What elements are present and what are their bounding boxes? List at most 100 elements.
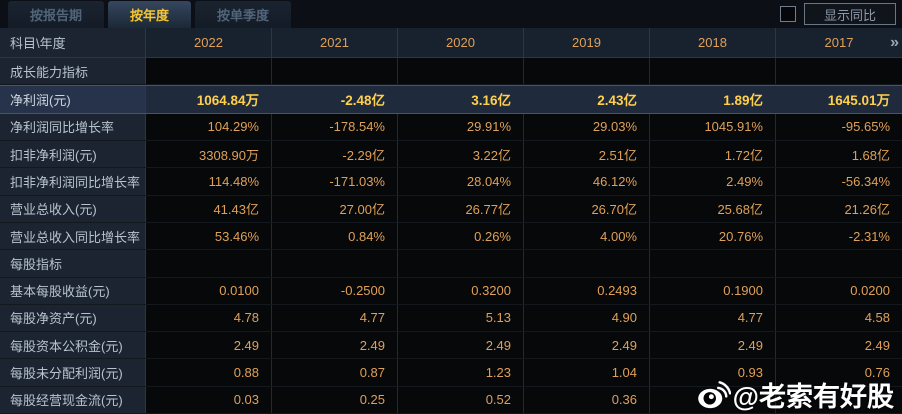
cell-value: 0.36 (524, 386, 650, 414)
tab-report-period[interactable]: 按报告期 (8, 1, 105, 28)
cell-value: 0.03 (146, 386, 272, 414)
cell-value (650, 250, 776, 277)
cell-value: -0.2500 (272, 277, 398, 304)
cell-value (650, 386, 776, 414)
cell-value: 0.52 (398, 386, 524, 414)
cell-value: 21.26亿 (776, 195, 902, 222)
cell-value: 41.43亿 (146, 195, 272, 222)
cell-value (524, 58, 650, 85)
section-row[interactable]: 每股指标 (0, 250, 902, 278)
cell-value: 53.46% (146, 222, 272, 250)
table-row[interactable]: 营业总收入(元) 41.43亿 27.00亿 26.77亿 26.70亿 25.68亿 21… (0, 195, 902, 223)
cell-value: 2.49 (146, 332, 272, 359)
tabbar-spacer (293, 0, 780, 28)
table-body: 成长能力指标 净利润(元) 1064.84万 -2.48亿 3.16亿 2.43亿 1.89… (0, 58, 902, 414)
table-row[interactable]: 净利润(元) 1064.84万 -2.48亿 3.16亿 2.43亿 1.89亿 1645.… (0, 85, 902, 114)
row-label: 净利润同比增长率 (0, 113, 146, 140)
header-first-col: 科目\年度 (0, 28, 146, 57)
row-label: 营业总收入同比增长率 (0, 222, 146, 250)
row-label: 每股资本公积金(元) (0, 332, 146, 359)
cell-value: 3.16亿 (398, 86, 524, 113)
more-years-icon[interactable]: » (890, 33, 899, 51)
cell-value: -2.29亿 (272, 140, 398, 168)
cell-value: 0.76 (776, 359, 902, 386)
table-row[interactable]: 扣非净利润(元) 3308.90万 -2.29亿 3.22亿 2.51亿 1.72亿 1.6… (0, 140, 902, 169)
cell-value: 1.68亿 (776, 140, 902, 168)
cell-value: 2.49 (398, 332, 524, 359)
table-row[interactable]: 扣非净利润同比增长率 114.48% -171.03% 28.04% 46.12% 2.4… (0, 168, 902, 196)
show-yoy-checkbox[interactable] (780, 6, 796, 22)
cell-value: 20.76% (650, 222, 776, 250)
cell-value: 3.22亿 (398, 140, 524, 168)
cell-value: -178.54% (272, 113, 398, 140)
cell-value: 4.90 (524, 304, 650, 332)
cell-value: 27.00亿 (272, 195, 398, 222)
row-label: 净利润(元) (0, 86, 146, 113)
cell-value: 0.1900 (650, 277, 776, 304)
cell-value: 0.3200 (398, 277, 524, 304)
cell-value (776, 250, 902, 277)
header-year-label: 2017 (824, 35, 854, 50)
cell-value: 0.88 (146, 359, 272, 386)
cell-value: 29.91% (398, 113, 524, 140)
cell-value (272, 58, 398, 85)
cell-value: 4.77 (272, 304, 398, 332)
cell-value: 0.0200 (776, 277, 902, 304)
cell-value: 4.77 (650, 304, 776, 332)
cell-value: -2.31% (776, 222, 902, 250)
table-row[interactable]: 每股资本公积金(元) 2.49 2.49 2.49 2.49 2.49 2.49 (0, 332, 902, 360)
row-label: 营业总收入(元) (0, 195, 146, 222)
cell-value: 4.78 (146, 304, 272, 332)
header-year-2017[interactable]: 2017 » (776, 28, 902, 57)
cell-value: -2.48亿 (272, 86, 398, 113)
cell-value (146, 58, 272, 85)
cell-value: 0.0100 (146, 277, 272, 304)
cell-value: 0.25 (272, 386, 398, 414)
cell-value (650, 58, 776, 85)
cell-value: 104.29% (146, 113, 272, 140)
table-row[interactable]: 净利润同比增长率 104.29% -178.54% 29.91% 29.03% 1045.… (0, 113, 902, 141)
header-year-2018[interactable]: 2018 (650, 28, 776, 57)
section-row[interactable]: 成长能力指标 (0, 58, 902, 86)
table-row[interactable]: 营业总收入同比增长率 53.46% 0.84% 0.26% 4.00% 20.76% -2.… (0, 222, 902, 251)
cell-value: 0.93 (650, 359, 776, 386)
cell-value: 2.49 (776, 332, 902, 359)
show-yoy-label[interactable]: 显示同比 (804, 3, 896, 25)
cell-value: 2.43亿 (524, 86, 650, 113)
table-row[interactable]: 每股净资产(元) 4.78 4.77 5.13 4.90 4.77 4.58 (0, 304, 902, 333)
cell-value (146, 250, 272, 277)
cell-value: 2.49 (650, 332, 776, 359)
cell-value: -56.34% (776, 168, 902, 195)
cell-value (398, 58, 524, 85)
header-year-2020[interactable]: 2020 (398, 28, 524, 57)
header-year-2022[interactable]: 2022 (146, 28, 272, 57)
cell-value: 2.51亿 (524, 140, 650, 168)
cell-value: 0.2493 (524, 277, 650, 304)
cell-value: 2.49% (650, 168, 776, 195)
period-tabbar: 按报告期 按年度 按单季度 显示同比 (0, 0, 902, 28)
row-label: 每股净资产(元) (0, 304, 146, 332)
cell-value: 4.00% (524, 222, 650, 250)
table-row[interactable]: 基本每股收益(元) 0.0100 -0.2500 0.3200 0.2493 0.1900… (0, 277, 902, 305)
header-year-2021[interactable]: 2021 (272, 28, 398, 57)
header-year-2019[interactable]: 2019 (524, 28, 650, 57)
table-row[interactable]: 每股未分配利润(元) 0.88 0.87 1.23 1.04 0.93 0.76 (0, 359, 902, 387)
cell-value: 1.89亿 (650, 86, 776, 113)
cell-value: 3308.90万 (146, 140, 272, 168)
cell-value: 46.12% (524, 168, 650, 195)
tab-single-quarter[interactable]: 按单季度 (195, 1, 292, 28)
financial-table: 科目\年度 2022 2021 2020 2019 2018 2017 » 成长… (0, 28, 902, 414)
row-label: 扣非净利润同比增长率 (0, 168, 146, 195)
cell-value: 1064.84万 (146, 86, 272, 113)
table-row[interactable]: 每股经营现金流(元) 0.03 0.25 0.52 0.36 (0, 386, 902, 414)
cell-value (524, 250, 650, 277)
tab-annual[interactable]: 按年度 (108, 1, 192, 28)
cell-value: 1045.91% (650, 113, 776, 140)
cell-value: 0.87 (272, 359, 398, 386)
row-label: 基本每股收益(元) (0, 277, 146, 304)
cell-value (776, 58, 902, 85)
cell-value: 0.26% (398, 222, 524, 250)
section-label: 每股指标 (0, 250, 146, 277)
cell-value: -171.03% (272, 168, 398, 195)
row-label: 每股未分配利润(元) (0, 359, 146, 386)
